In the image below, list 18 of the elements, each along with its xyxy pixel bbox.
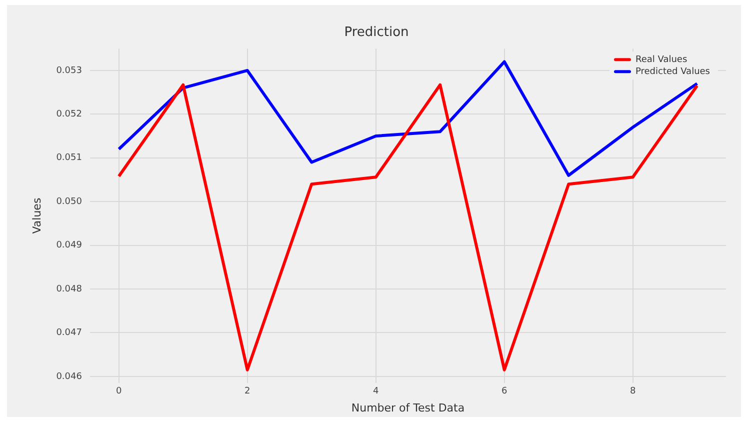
- x-tick-label: 6: [501, 386, 508, 397]
- chart-title: Prediction: [344, 25, 409, 40]
- x-tick-label: 0: [116, 386, 122, 397]
- x-tick-label: 4: [372, 386, 379, 397]
- legend-label: Predicted Values: [635, 66, 710, 77]
- y-tick-label: 0.048: [56, 284, 82, 294]
- y-tick-label: 0.049: [56, 240, 82, 251]
- y-tick-label: 0.052: [56, 110, 82, 120]
- y-tick-label: 0.046: [56, 372, 82, 382]
- x-tick-label: 8: [630, 386, 636, 397]
- x-tick-label: 2: [244, 386, 250, 397]
- y-tick-label: 0.051: [56, 153, 82, 164]
- y-tick-label: 0.053: [56, 66, 82, 76]
- x-axis-title: Number of Test Data: [351, 401, 465, 414]
- y-tick-label: 0.050: [56, 196, 82, 207]
- legend-label: Real Values: [635, 54, 688, 65]
- y-tick-label: 0.047: [56, 328, 82, 338]
- y-axis-title: Values: [30, 198, 44, 234]
